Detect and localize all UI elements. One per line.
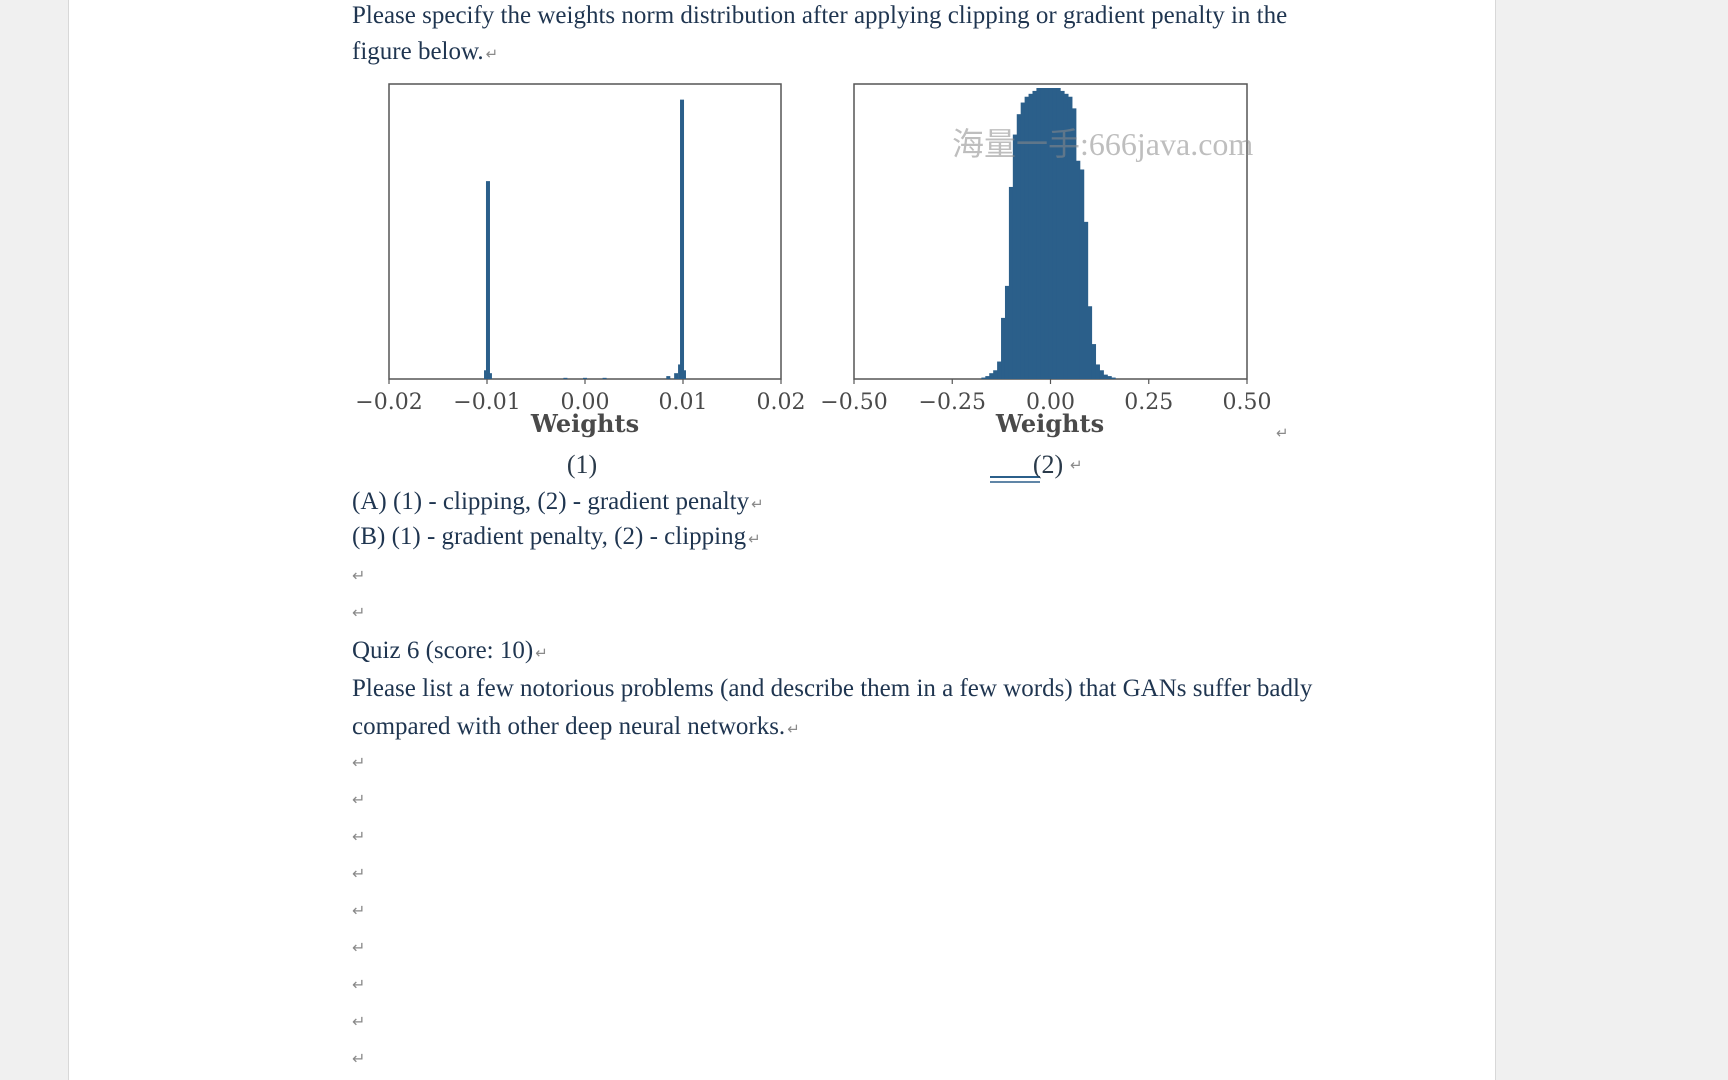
histogram-bar	[1020, 102, 1026, 380]
quiz6-question-line1: Please list a few notorious problems (an…	[352, 675, 1312, 703]
histogram-bar	[1087, 306, 1093, 379]
empty-paragraph-mark: ↵	[352, 975, 366, 994]
histogram-bar	[993, 370, 998, 379]
empty-paragraph-mark: ↵	[352, 566, 366, 585]
paragraph-mark: ↵	[535, 644, 548, 662]
histogram-bars-1	[484, 99, 686, 379]
question-intro-text-2: figure below.	[352, 38, 484, 65]
histogram-bar	[602, 377, 607, 379]
histogram-bar	[1083, 221, 1089, 379]
empty-paragraph-mark: ↵	[352, 603, 366, 622]
option-b-text: (B) (1) - gradient penalty, (2) - clippi…	[352, 523, 747, 550]
weights-histogram-figure: −0.02 −0.01 0.00 0.01 0.02 Weights (1) −0.50…	[355, 83, 1289, 483]
watermark-text: 海量一手:666java.com	[952, 126, 1253, 162]
histogram-bar	[1016, 114, 1022, 379]
histogram-bar	[1028, 93, 1034, 379]
histogram-bar	[1008, 186, 1014, 379]
histogram-bar	[1032, 90, 1038, 379]
histogram-bar	[1107, 376, 1112, 379]
x-tick-label: −0.25	[919, 390, 986, 415]
histogram-bar	[1063, 93, 1069, 379]
histogram-bar	[680, 99, 685, 379]
histogram-panel-2: −0.50 −0.25 0.00 0.25 0.50 Weights (2) ↵	[820, 83, 1271, 483]
histogram-bar	[1048, 88, 1053, 379]
x-tick-label: 0.00	[1026, 390, 1075, 415]
histogram-bar	[666, 376, 671, 379]
histogram-bar	[1036, 88, 1042, 379]
histogram-bar	[1052, 88, 1057, 379]
histogram-bar	[1071, 108, 1077, 379]
histogram-bar	[1095, 364, 1100, 379]
histogram-bar	[487, 373, 492, 379]
histogram-bar	[1001, 317, 1006, 379]
x-tick-label: −0.01	[453, 390, 520, 415]
empty-paragraph-mark: ↵	[352, 901, 366, 920]
x-axis-ticks-1: −0.02 −0.01 0.00 0.01 0.02	[355, 379, 805, 415]
empty-paragraph-mark: ↵	[352, 1012, 366, 1031]
paragraph-mark: ↵	[485, 45, 499, 63]
histogram-bar	[1012, 134, 1018, 379]
question-intro-text-1: Please specify the weights norm distribu…	[352, 2, 1288, 29]
histogram-bar	[1004, 285, 1010, 379]
paragraph-mark: ↵	[1070, 456, 1083, 474]
paragraph-mark: ↵	[1276, 424, 1289, 442]
histogram-bar	[1103, 374, 1108, 379]
histogram-bar	[1044, 88, 1049, 379]
histogram-bar	[674, 373, 679, 379]
x-tick-label: 0.50	[1223, 390, 1272, 415]
x-tick-label: 0.01	[659, 390, 708, 415]
empty-paragraph-mark: ↵	[352, 864, 366, 883]
paragraph-mark: ↵	[787, 720, 800, 738]
histogram-bar	[681, 370, 686, 379]
histogram-bars-2	[981, 88, 1116, 380]
histogram-bar	[985, 376, 990, 379]
histogram-bar	[981, 377, 986, 379]
empty-paragraph-mark: ↵	[352, 753, 366, 772]
quiz6-question-text-2: compared with other deep neural networks…	[352, 713, 786, 740]
empty-paragraph-mark: ↵	[352, 938, 366, 957]
quiz6-title: Quiz 6 (score: 10) ↵	[352, 637, 548, 665]
histogram-bar	[1059, 90, 1065, 379]
x-tick-label: 0.02	[757, 390, 806, 415]
x-axis-ticks-2: −0.50 −0.25 0.00 0.25 0.50	[820, 379, 1271, 415]
question-intro-line1: Please specify the weights norm distribu…	[352, 2, 1287, 30]
paragraph-mark: ↵	[751, 495, 764, 513]
histogram-bar	[1111, 377, 1116, 379]
quiz6-question-line2: compared with other deep neural networks…	[352, 713, 800, 741]
panel-caption-2: (2)	[1033, 450, 1063, 479]
empty-paragraph-mark: ↵	[352, 1049, 366, 1068]
histogram-bar	[1099, 370, 1104, 379]
x-tick-label: −0.02	[355, 390, 422, 415]
x-tick-label: 0.00	[561, 390, 610, 415]
x-tick-label: −0.50	[820, 390, 887, 415]
panel-caption-1: (1)	[567, 450, 597, 479]
histogram-bar	[583, 377, 587, 379]
quiz6-title-text: Quiz 6 (score: 10)	[352, 637, 534, 664]
quiz6-question-text-1: Please list a few notorious problems (an…	[352, 675, 1313, 702]
histogram-bar	[1067, 96, 1073, 380]
option-a: (A) (1) - clipping, (2) - gradient penal…	[352, 488, 764, 516]
histogram-bar	[997, 361, 1002, 379]
histogram-bar	[1075, 160, 1081, 379]
question-intro-line2: figure below. ↵	[352, 38, 498, 66]
histogram-panel-1: −0.02 −0.01 0.00 0.01 0.02 Weights (1)	[355, 83, 805, 479]
histogram-bar	[989, 373, 994, 379]
histogram-bar	[1079, 169, 1085, 379]
x-axis-title-2: Weights	[995, 409, 1104, 438]
empty-paragraph-mark: ↵	[352, 790, 366, 809]
option-a-text: (A) (1) - clipping, (2) - gradient penal…	[352, 488, 750, 515]
option-b: (B) (1) - gradient penalty, (2) - clippi…	[352, 523, 761, 551]
empty-paragraph-mark: ↵	[352, 827, 366, 846]
histogram-bar	[1040, 88, 1045, 379]
histogram-bar	[1091, 344, 1097, 379]
histogram-bar	[563, 377, 568, 379]
histogram-bar	[485, 181, 490, 379]
x-axis-title-1: Weights	[530, 409, 639, 438]
paragraph-mark: ↵	[748, 530, 761, 548]
document-page: Please specify the weights norm distribu…	[68, 0, 1496, 1080]
histogram-bar	[1056, 88, 1061, 379]
histogram-bar	[1024, 96, 1030, 380]
x-tick-label: 0.25	[1124, 390, 1173, 415]
plot-frame-1	[388, 83, 782, 380]
